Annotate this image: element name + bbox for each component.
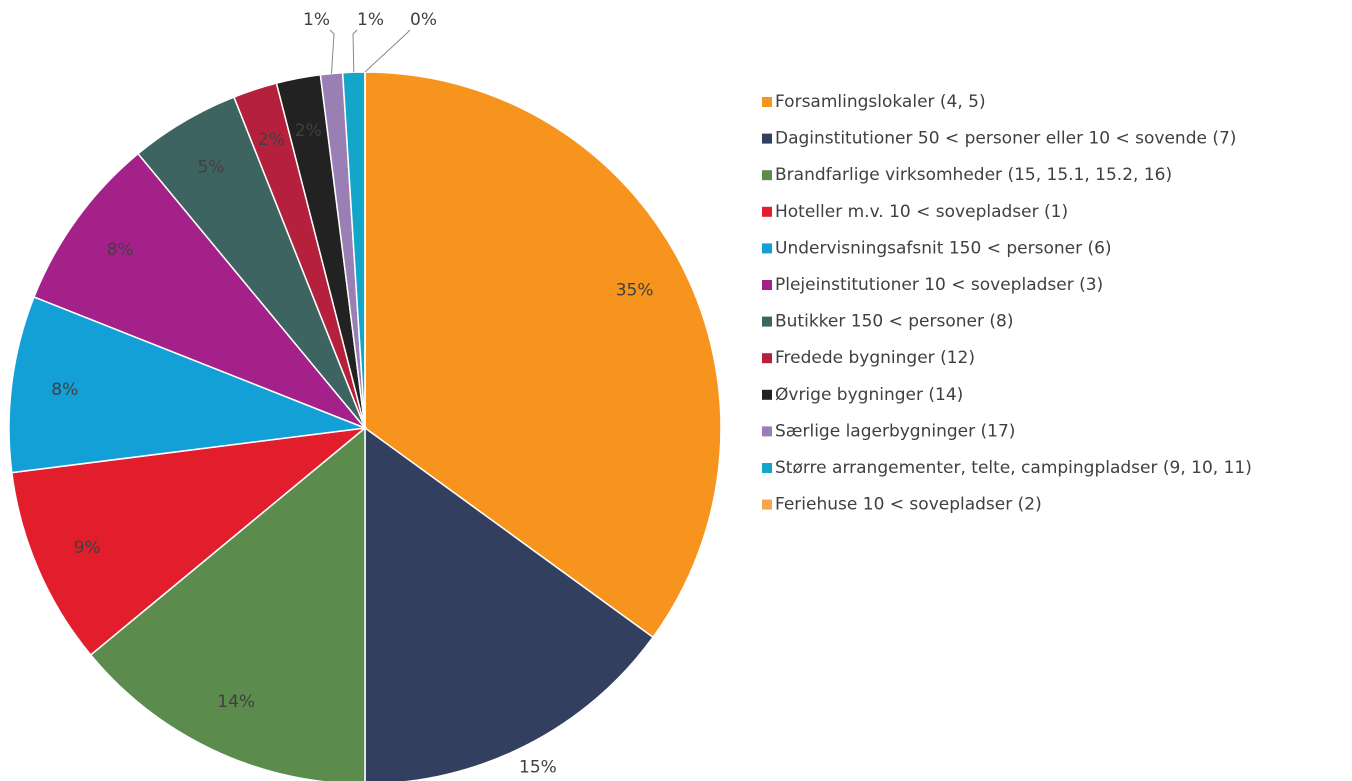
legend-swatch	[762, 426, 772, 437]
data-label: 9%	[74, 538, 101, 558]
legend-label: Større arrangementer, telte, campingplad…	[775, 458, 1252, 478]
legend-label: Daginstitutioner 50 < personer eller 10 …	[775, 129, 1236, 149]
legend-swatch	[762, 206, 772, 217]
legend-label: Plejeinstitutioner 10 < sovepladser (3)	[775, 275, 1103, 295]
legend-swatch	[762, 316, 772, 327]
pie-slice	[10, 426, 368, 656]
data-label: 8%	[107, 240, 134, 260]
legend-label: Feriehuse 10 < sovepladser (2)	[775, 495, 1042, 515]
data-label: 15%	[519, 757, 557, 777]
pie-slice	[8, 295, 366, 474]
legend-swatch	[762, 499, 772, 510]
data-label: 1%	[357, 10, 384, 30]
legend-swatch	[762, 280, 772, 290]
data-label: 8%	[51, 380, 78, 400]
legend-swatch	[762, 97, 772, 107]
legend-swatch	[762, 463, 772, 473]
legend-label: Butikker 150 < personer (8)	[775, 312, 1013, 332]
legend-label: Hoteller m.v. 10 < sovepladser (1)	[775, 202, 1068, 222]
legend-label: Undervisningsafsnit 150 < personer (6)	[775, 238, 1112, 258]
legend-label: Øvrige bygninger (14)	[775, 385, 963, 405]
legend-label: Særlige lagerbygninger (17)	[775, 421, 1015, 441]
leader-line	[352, 29, 358, 73]
data-label: 14%	[217, 692, 255, 712]
legend-swatch	[762, 353, 772, 364]
legend-label: Fredede bygninger (12)	[775, 348, 975, 368]
legend-swatch	[762, 243, 772, 254]
legend-label: Forsamlingslokaler (4, 5)	[775, 92, 986, 112]
data-label: 1%	[303, 10, 330, 30]
data-label: 2%	[295, 121, 322, 141]
data-label: 5%	[197, 158, 224, 178]
data-label: 35%	[616, 281, 654, 301]
leader-line	[329, 29, 335, 74]
legend-swatch	[762, 389, 772, 400]
data-label: 2%	[258, 130, 285, 150]
pie-slice	[364, 71, 722, 639]
legend-label: Brandfarlige virksomheder (15, 15.1, 15.…	[775, 165, 1172, 185]
pie-slice	[33, 152, 366, 429]
legend-swatch	[762, 133, 772, 144]
pie-slice	[364, 426, 655, 781]
data-label: 0%	[410, 10, 437, 30]
legend-swatch	[762, 170, 772, 181]
pie-slice	[89, 426, 366, 781]
leader-line	[364, 29, 411, 73]
